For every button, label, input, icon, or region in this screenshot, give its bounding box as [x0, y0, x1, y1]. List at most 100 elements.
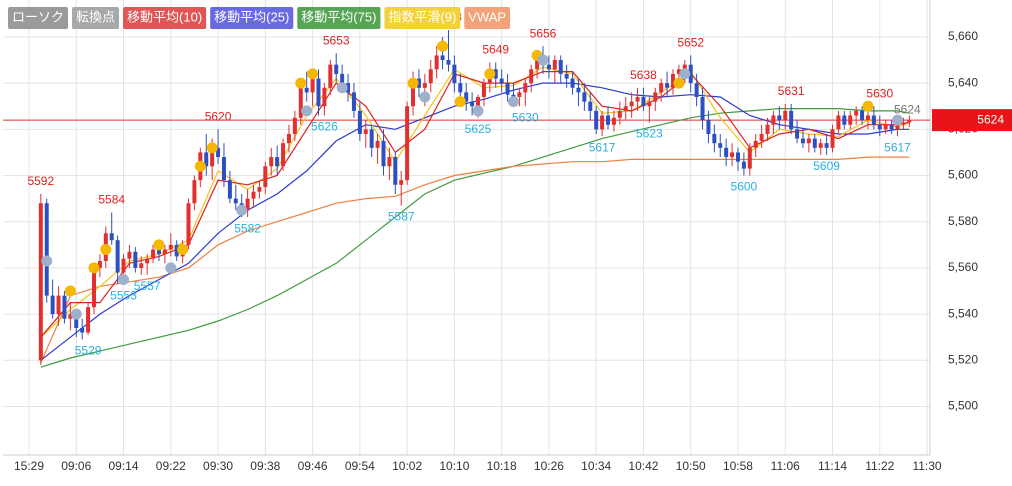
price-annotation: 5623: [636, 127, 663, 141]
price-annotation: 5557: [134, 279, 161, 293]
candle-body: [564, 73, 569, 79]
price-annotation: 5620: [205, 110, 232, 124]
candle-body: [375, 140, 380, 148]
legend-button[interactable]: [8, 7, 69, 29]
candle-body: [257, 187, 262, 192]
x-tick-label: 15:29: [14, 459, 44, 473]
candle-body: [552, 60, 557, 70]
legend-button[interactable]: [72, 7, 120, 29]
candle-body: [464, 92, 469, 102]
candle-body: [381, 140, 386, 167]
candle-body: [606, 115, 611, 125]
candle-body: [682, 64, 687, 70]
candle-body: [416, 78, 421, 88]
candle-body: [517, 92, 522, 98]
turning-point: [88, 262, 100, 274]
candle-body: [718, 143, 723, 148]
indicator-line: [40, 156, 910, 363]
candle-body: [204, 152, 209, 167]
legend-label[interactable]: 移動平均(75): [301, 9, 376, 24]
legend-button[interactable]: [384, 7, 461, 29]
legend-button[interactable]: [123, 7, 207, 29]
price-tag: [932, 109, 1012, 132]
candle-body: [641, 97, 646, 107]
price-tag-label: 5624: [977, 112, 1004, 126]
candle-body: [351, 92, 356, 111]
candle-body: [216, 147, 221, 158]
candle-body: [676, 69, 681, 74]
candle-body: [765, 124, 770, 134]
candle-body: [109, 233, 114, 241]
price-annotation: 5609: [813, 159, 840, 173]
y-tick-label: 5,640: [948, 75, 978, 89]
candle-body: [499, 78, 504, 84]
candle-body: [812, 138, 817, 148]
x-tick-label: 10:26: [534, 459, 564, 473]
candle-body: [700, 97, 705, 121]
candle-body: [405, 106, 410, 181]
legend-label[interactable]: 転換点: [76, 9, 115, 24]
legend-label[interactable]: 移動平均(25): [214, 9, 289, 24]
candle-body: [97, 260, 102, 268]
candle-body: [476, 97, 481, 107]
price-annotation: 5630: [866, 86, 893, 100]
candle-body: [452, 64, 457, 84]
candle-body: [860, 110, 865, 121]
candle-body: [346, 83, 351, 93]
candle-body: [771, 115, 776, 125]
candle-body: [629, 101, 634, 107]
candle-body: [741, 161, 746, 169]
legend-label[interactable]: ローソク: [12, 9, 64, 24]
candle-body: [753, 140, 758, 148]
turning-point: [673, 77, 685, 89]
candle-body: [505, 83, 510, 95]
candle-body: [535, 60, 540, 70]
turning-point: [64, 285, 76, 297]
candle-body: [174, 244, 179, 257]
x-tick-label: 09:14: [109, 459, 139, 473]
price-annotation: 5631: [778, 84, 805, 98]
turning-point: [206, 142, 218, 154]
candle-body: [227, 180, 232, 199]
price-annotation: 5626: [311, 120, 338, 134]
turning-point: [862, 100, 874, 112]
x-tick-label: 09:38: [250, 459, 280, 473]
candle-body: [747, 147, 752, 169]
candle-body: [529, 69, 534, 84]
turning-point: [177, 243, 189, 255]
y-tick-label: 5,600: [948, 168, 978, 182]
candle-body: [907, 120, 912, 123]
candle-body: [854, 110, 859, 116]
y-tick-label: 5,660: [948, 29, 978, 43]
candle-body: [594, 110, 599, 130]
x-tick-label: 09:22: [156, 459, 186, 473]
x-tick-label: 09:46: [298, 459, 328, 473]
candle-body: [724, 147, 729, 158]
candle-body: [824, 143, 829, 148]
candle-body: [889, 124, 894, 130]
legend-label[interactable]: 移動平均(10): [127, 9, 202, 24]
legend-button[interactable]: [464, 7, 511, 29]
candle-body: [80, 327, 85, 333]
turning-point: [484, 68, 496, 80]
candle-body: [688, 64, 693, 84]
candle-body: [901, 122, 906, 125]
candle-body: [186, 203, 191, 245]
turning-point: [437, 40, 449, 52]
x-tick-label: 11:30: [912, 459, 941, 473]
candle-body: [795, 129, 800, 139]
candle-body: [653, 92, 658, 102]
turning-point: [307, 68, 319, 80]
legend-button[interactable]: [210, 7, 294, 29]
legend-label[interactable]: 指数平滑(9): [388, 9, 456, 24]
candle-body: [789, 110, 794, 130]
legend-button[interactable]: [297, 7, 381, 29]
turning-point: [454, 96, 466, 108]
candle-body: [694, 83, 699, 98]
candle-body: [759, 133, 764, 141]
price-annotation: 5529: [75, 344, 102, 358]
price-annotation: 5649: [482, 43, 509, 57]
candle-body: [399, 180, 404, 185]
legend-label[interactable]: VWAP: [468, 9, 506, 24]
